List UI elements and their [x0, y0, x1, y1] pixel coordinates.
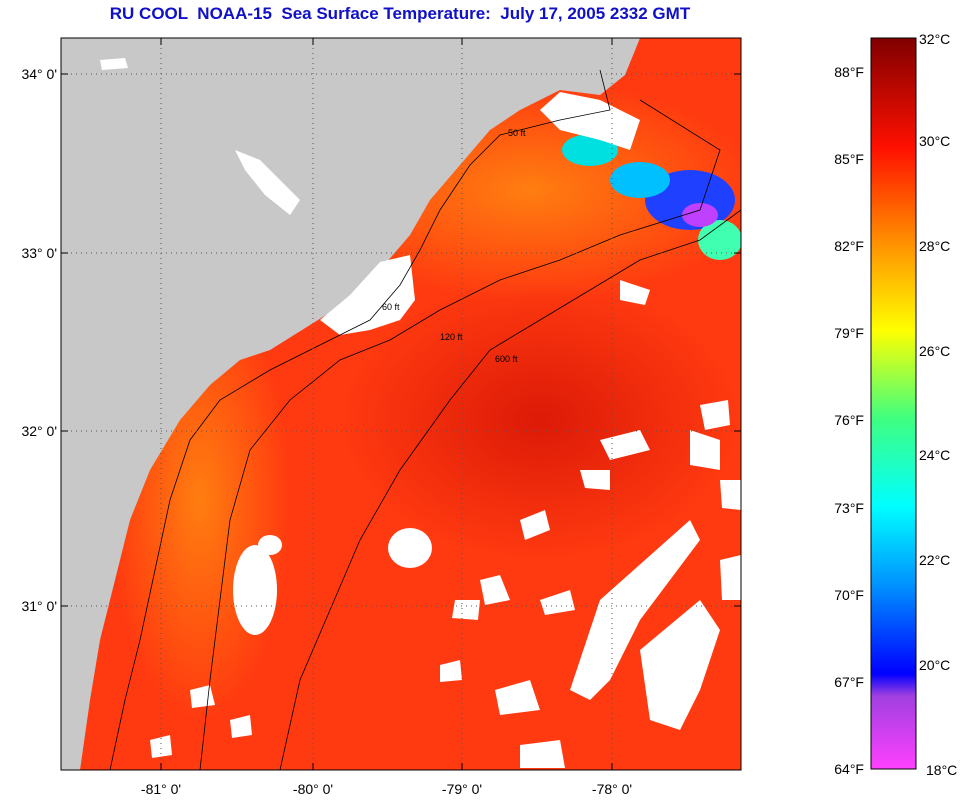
colorbar-c-26: 26°C [919, 343, 950, 359]
contour-label-60ft: 60 ft [382, 302, 400, 312]
colorbar-f-88: 88°F [834, 64, 864, 80]
colorbar-f-82: 82°F [834, 238, 864, 254]
lon-label-78: -78° 0' [592, 781, 632, 797]
cloud-patches [100, 58, 741, 768]
cool-water-patch [562, 134, 741, 260]
colorbar-f-70: 70°F [834, 587, 864, 603]
warm-core [340, 280, 740, 560]
colorbar-c-22: 22°C [919, 552, 950, 568]
contour-label-120ft: 120 ft [440, 332, 463, 342]
colorbar-f-76: 76°F [834, 412, 864, 428]
colorbar: 88°F 85°F 82°F 79°F 76°F 73°F 70°F 67°F … [834, 31, 957, 778]
colorbar-f-67: 67°F [834, 674, 864, 690]
lon-label-81: -81° 0' [141, 781, 181, 797]
contour-label-50ft: 50 ft [508, 128, 526, 138]
lat-label-33: 33° 0' [21, 245, 57, 261]
map-frame [60, 37, 742, 771]
contour-label-600ft: 600 ft [495, 354, 518, 364]
lat-label-34: 34° 0' [21, 66, 57, 82]
colorbar-c-28: 28°C [919, 238, 950, 254]
lat-label-32: 32° 0' [21, 423, 57, 439]
lat-lon-grid [61, 38, 741, 770]
colorbar-c-18: 18°C [926, 762, 957, 778]
colorbar-c-24: 24°C [919, 447, 950, 463]
colorbar-f-64: 64°F [834, 761, 864, 777]
tick-marks [61, 38, 741, 770]
lat-label-31: 31° 0' [21, 598, 57, 614]
colorbar-c-32: 32°C [919, 31, 950, 47]
colorbar-f-79: 79°F [834, 325, 864, 341]
land-area [61, 38, 640, 770]
colorbar-c-30: 30°C [919, 133, 950, 149]
colorbar-gradient [870, 37, 917, 770]
lon-label-79: -79° 0' [442, 781, 482, 797]
colorbar-f-85: 85°F [834, 151, 864, 167]
bathymetry-contours [109, 69, 741, 770]
lon-label-80: -80° 0' [293, 781, 333, 797]
colorbar-f-73: 73°F [834, 500, 864, 516]
map-title: RU COOL NOAA-15 Sea Surface Temperature:… [109, 4, 691, 23]
colorbar-c-20: 20°C [919, 657, 950, 673]
